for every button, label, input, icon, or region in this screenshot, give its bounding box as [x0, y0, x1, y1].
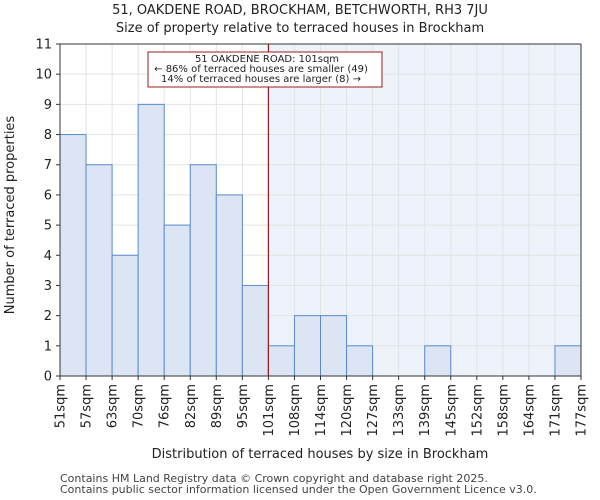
- chart-title: 51, OAKDENE ROAD, BROCKHAM, BETCHWORTH, …: [112, 3, 488, 18]
- x-tick-labels: 51sqm 57sqm 63sqm 70sqm 76sqm 82sqm 89sqm 95sqm…: [54, 376, 590, 437]
- y-tick-label: 6: [44, 188, 52, 203]
- footer-line-1: Contains HM Land Registry data © Crown c…: [60, 472, 488, 485]
- x-tick-label: 51sqm: [54, 384, 69, 428]
- x-tick-label: 70sqm: [132, 384, 147, 428]
- chart-subtitle: Size of property relative to terraced ho…: [116, 21, 484, 36]
- bar: [137, 103, 165, 377]
- y-tick-label: 7: [44, 158, 52, 173]
- bar: [424, 345, 452, 377]
- annotation-line-2: ← 86% of terraced houses are smaller (49…: [154, 64, 368, 75]
- x-tick-label: 82sqm: [184, 384, 199, 428]
- y-tick-label: 3: [44, 279, 52, 294]
- y-tick-label: 1: [44, 339, 52, 354]
- footer: Contains HM Land Registry data © Crown c…: [60, 473, 537, 495]
- annotation-rect: [147, 51, 383, 88]
- y-tick-labels: 0 1 2 3 4 5 6 7 8 9 10 11: [35, 38, 60, 385]
- y-axis-label: Number of terraced properties: [3, 116, 18, 315]
- x-tick-label: 164sqm: [522, 384, 537, 437]
- bar: [85, 164, 113, 377]
- annotation-line-3: 14% of terraced houses are larger (8) →: [161, 74, 361, 85]
- bars: [59, 103, 582, 377]
- bar: [215, 194, 243, 377]
- bar: [163, 224, 191, 377]
- x-tick-label: 152sqm: [470, 384, 485, 437]
- bar: [554, 345, 582, 377]
- x-tick-label: 171sqm: [548, 384, 563, 437]
- x-tick-label: 127sqm: [366, 384, 381, 437]
- y-tick-label: 0: [44, 370, 52, 385]
- y-tick-label: 8: [44, 128, 52, 143]
- x-tick-label: 63sqm: [106, 384, 121, 428]
- annotation-box: 51 OAKDENE ROAD: 101sqm ← 86% of terrace…: [147, 51, 383, 88]
- x-tick-label: 133sqm: [392, 384, 407, 437]
- chart: 51, OAKDENE ROAD, BROCKHAM, BETCHWORTH, …: [3, 3, 590, 462]
- x-tick-label: 57sqm: [80, 384, 95, 428]
- x-tick-label: 158sqm: [496, 384, 511, 437]
- annotation-line-1: 51 OAKDENE ROAD: 101sqm: [195, 54, 339, 65]
- bar: [111, 254, 139, 377]
- bar: [293, 315, 322, 377]
- x-tick-label: 145sqm: [444, 384, 459, 437]
- x-tick-label: 139sqm: [418, 384, 433, 437]
- y-tick-label: 11: [35, 38, 52, 53]
- footer-line-2: Contains public sector information licen…: [60, 483, 537, 496]
- x-tick-label: 95sqm: [236, 384, 251, 428]
- bar: [189, 164, 217, 377]
- x-tick-label: 120sqm: [340, 384, 355, 437]
- x-tick-label: 108sqm: [288, 384, 303, 437]
- x-tick-label: 76sqm: [158, 384, 173, 428]
- bar: [241, 284, 269, 377]
- bar: [320, 315, 348, 377]
- x-tick-label: 114sqm: [314, 384, 329, 437]
- bar: [59, 134, 87, 377]
- y-tick-label: 9: [44, 98, 52, 113]
- x-tick-label: 89sqm: [210, 384, 225, 428]
- y-tick-label: 10: [35, 68, 52, 83]
- x-tick-label: 101sqm: [262, 384, 277, 437]
- x-axis-label: Distribution of terraced houses by size …: [152, 447, 489, 462]
- bar: [267, 345, 295, 377]
- y-tick-label: 4: [44, 249, 52, 264]
- y-tick-label: 2: [44, 309, 52, 324]
- y-tick-label: 5: [44, 219, 52, 234]
- x-tick-label: 177sqm: [575, 384, 590, 437]
- bar: [346, 345, 374, 377]
